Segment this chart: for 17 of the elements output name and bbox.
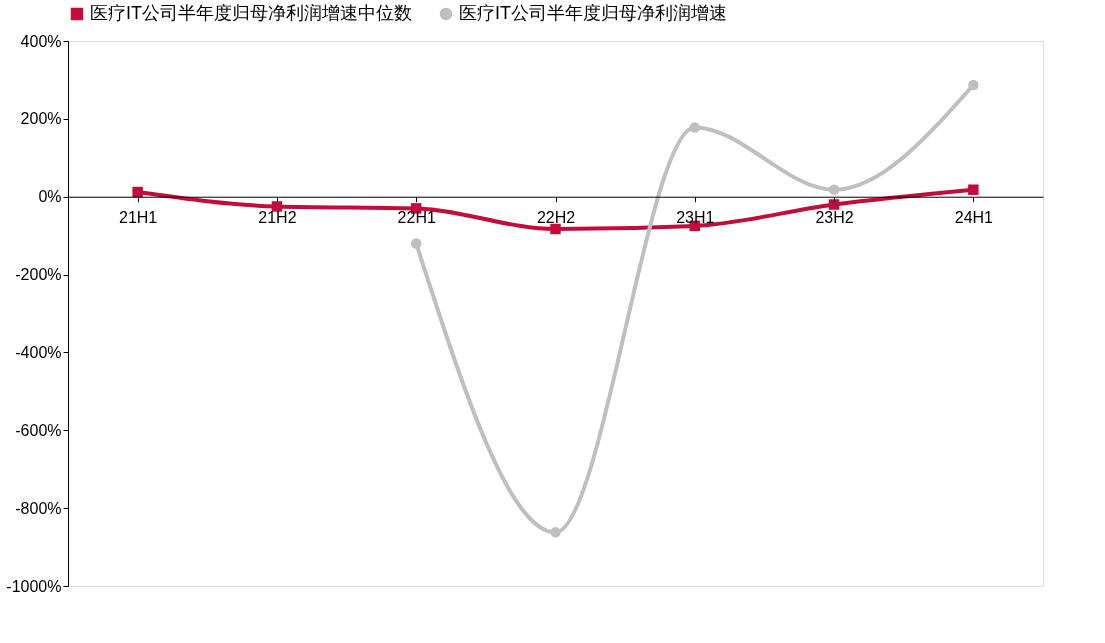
y-tick-label: -1000% <box>6 577 62 595</box>
x-tick-label: 23H1 <box>676 209 715 227</box>
y-tick-label: -800% <box>15 499 62 517</box>
x-tick-label: 22H1 <box>397 209 436 227</box>
legend-label: 医疗IT公司半年度归母净利润增速中位数 <box>90 3 412 23</box>
y-tick-label: -600% <box>15 421 62 439</box>
x-tick-label: 21H1 <box>119 209 158 227</box>
y-tick-label: -200% <box>15 266 62 284</box>
y-tick-label: -400% <box>15 343 62 361</box>
y-tick-label: 200% <box>20 110 62 128</box>
x-tick-label: 23H2 <box>815 209 854 227</box>
y-tick-label: 400% <box>20 32 62 50</box>
legend-label: 医疗IT公司半年度归母净利润增速 <box>459 3 727 23</box>
y-tick-label: 0% <box>38 188 62 206</box>
x-tick-label: 22H2 <box>536 209 576 227</box>
x-tick-label: 24H1 <box>954 209 994 227</box>
x-tick-label: 21H2 <box>258 209 297 227</box>
